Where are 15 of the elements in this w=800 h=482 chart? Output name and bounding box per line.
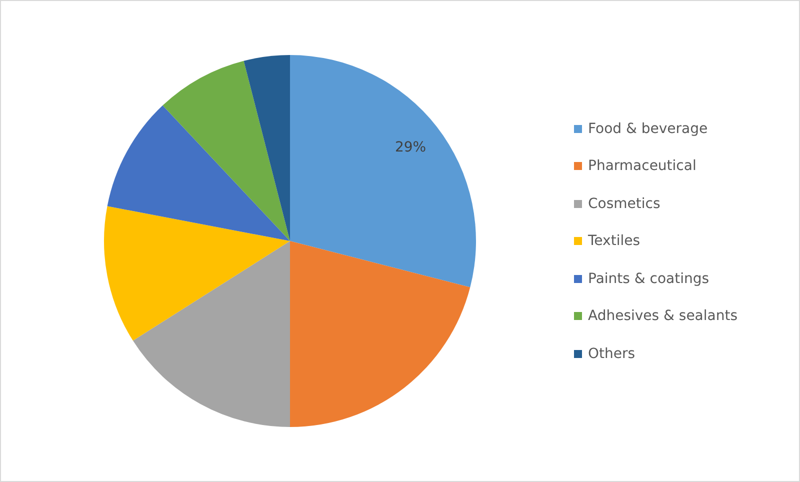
legend-label: Pharmaceutical [588,158,696,174]
pie-slice [107,105,290,241]
legend-label: Others [588,346,636,362]
pie-slice [162,60,290,241]
pie-slice [104,206,290,341]
legend-label: Food & beverage [588,120,708,136]
pie-slice [132,241,290,427]
legend-label: Textiles [588,233,640,249]
legend-label: Adhesives & sealants [588,308,738,324]
legend-label: Cosmetics [588,196,660,212]
pie-slice [244,55,290,241]
pie-slice [290,55,476,288]
pie-slice [290,241,470,427]
legend-label: Paints & coatings [588,270,710,286]
data-label: 29% [394,140,426,156]
